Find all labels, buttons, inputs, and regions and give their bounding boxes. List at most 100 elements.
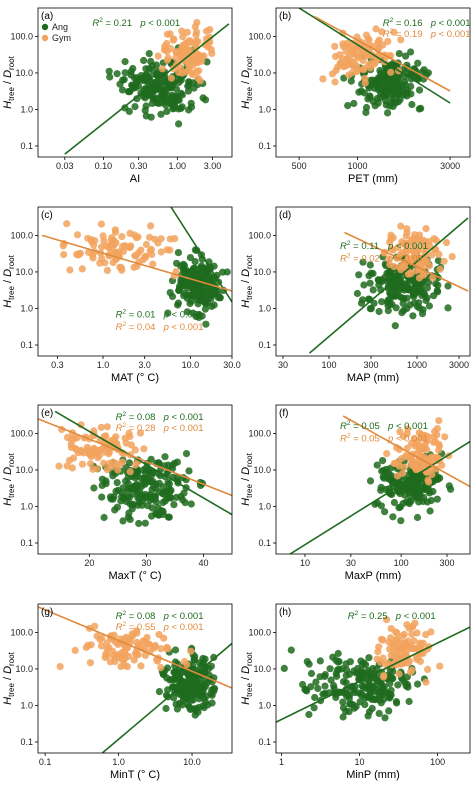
- gym-point: [378, 28, 386, 36]
- ang-point: [118, 86, 127, 94]
- panel-5: 0.1 1.0 10.0 100.0 20 30 40 MaxT (° C) Htree / D…: [2, 404, 233, 582]
- panel-label: (e): [41, 408, 53, 419]
- gym-point: [179, 33, 187, 41]
- gym-point: [141, 253, 149, 261]
- gym-point: [130, 656, 138, 664]
- ang-point: [163, 107, 171, 115]
- axes-frame: [37, 404, 233, 555]
- gym-point: [411, 231, 419, 239]
- ang-point: [357, 87, 365, 95]
- ang-point: [386, 691, 394, 699]
- ang-point: [185, 467, 193, 475]
- ang-point: [358, 691, 366, 700]
- gym-point: [106, 658, 114, 666]
- gym-point: [187, 647, 195, 655]
- ang-point: [385, 470, 393, 478]
- ang-point: [202, 320, 210, 328]
- ang-point: [434, 257, 442, 265]
- gym-point: [70, 435, 78, 443]
- x-tick-label: 300: [363, 360, 378, 370]
- y-tick-label: 100.0: [248, 31, 271, 41]
- p-value-label: p < 0.001: [387, 434, 428, 445]
- ang-point: [145, 50, 153, 58]
- ang-point: [141, 519, 149, 527]
- ang-point: [190, 289, 198, 297]
- gym-fit-line: [314, 15, 451, 92]
- gym-point: [192, 28, 201, 36]
- ang-point: [133, 95, 141, 103]
- ang-point: [433, 287, 441, 295]
- x-tick-label: 3.00: [204, 161, 222, 171]
- gym-point: [87, 452, 95, 461]
- r2-label: R2 = 0.08: [116, 411, 156, 423]
- ang-point: [316, 657, 324, 665]
- gym-point: [440, 257, 448, 265]
- gym-point: [408, 439, 416, 447]
- plot-area: [298, 8, 451, 117]
- x-tick-label: 30: [346, 558, 356, 568]
- ang-point: [135, 519, 143, 528]
- gym-point: [436, 265, 444, 273]
- y-tick-label: 1.0: [258, 303, 271, 313]
- ang-point: [180, 292, 188, 300]
- ang-point: [375, 307, 383, 316]
- ang-point: [208, 302, 216, 310]
- ang-point: [444, 304, 452, 312]
- gym-point: [113, 439, 121, 447]
- ang-point: [368, 704, 376, 713]
- ang-point: [364, 693, 372, 701]
- gym-point: [134, 233, 142, 241]
- ang-point: [98, 493, 106, 501]
- ang-point: [113, 479, 121, 487]
- gym-point: [56, 663, 64, 671]
- gym-point: [361, 79, 369, 87]
- ang-point: [148, 486, 156, 494]
- gym-point: [331, 52, 340, 61]
- ang-point: [191, 690, 199, 698]
- ang-point: [360, 659, 368, 667]
- ang-point: [214, 291, 222, 299]
- gym-point: [73, 231, 82, 239]
- y-tick-label: 100.0: [10, 627, 33, 637]
- y-tick-label: 10.0: [253, 664, 271, 674]
- gym-point: [132, 651, 141, 659]
- gym-point: [116, 263, 124, 271]
- x-tick-label: 10: [355, 757, 365, 767]
- r2-label: R2 = 0.28: [116, 422, 156, 434]
- gym-point: [384, 37, 392, 46]
- y-tick-label: 100.0: [248, 627, 271, 637]
- x-tick-label: 300: [440, 558, 455, 568]
- ang-point: [195, 282, 203, 290]
- gym-point: [174, 58, 182, 67]
- ang-point: [389, 513, 397, 521]
- ang-point: [170, 104, 178, 112]
- ang-fit-line: [298, 8, 451, 104]
- ang-point: [426, 507, 434, 515]
- ang-point: [208, 699, 216, 707]
- y-axis-label: Htree / Droot: [240, 651, 254, 704]
- gym-point: [430, 454, 439, 462]
- gym-point: [398, 650, 406, 658]
- ang-point: [170, 694, 178, 702]
- panel-label: (d): [279, 210, 291, 221]
- x-tick-label: 0.10: [95, 161, 113, 171]
- x-axis-label: MaxT (° C): [108, 570, 161, 582]
- gym-point: [319, 75, 327, 83]
- panel-label: (b): [279, 11, 291, 22]
- ang-point: [140, 56, 148, 65]
- ang-point: [359, 258, 367, 266]
- ang-point: [373, 676, 381, 685]
- gym-point: [403, 621, 411, 629]
- ang-point: [347, 77, 355, 85]
- gym-point: [424, 665, 432, 674]
- x-axis-label: MaxP (mm): [345, 570, 402, 582]
- y-tick-label: 10.0: [15, 664, 33, 674]
- ang-point: [157, 91, 165, 100]
- gym-point: [163, 246, 171, 254]
- ang-point: [133, 472, 141, 480]
- gym-point: [431, 427, 439, 436]
- ang-point: [186, 254, 194, 262]
- ang-point: [417, 286, 425, 294]
- ang-point: [344, 102, 352, 110]
- gym-point: [424, 476, 432, 484]
